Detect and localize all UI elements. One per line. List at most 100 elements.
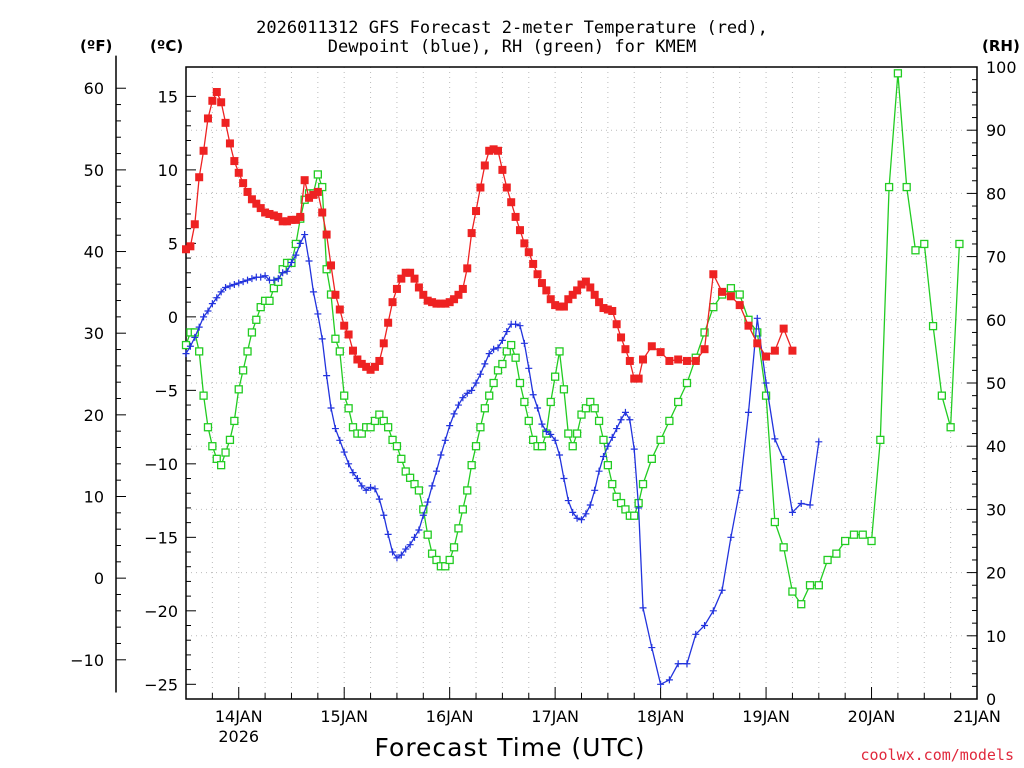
- temp-point: [608, 306, 617, 315]
- temp-point: [397, 274, 406, 283]
- rh-point: [753, 328, 762, 337]
- dewpoint-point: [318, 335, 326, 343]
- dewpoint-point: [309, 288, 317, 296]
- temp-point: [450, 295, 459, 304]
- dewpoint-point: [331, 425, 339, 433]
- celsius-tick-label: 15: [158, 87, 178, 106]
- dewpoint-point: [301, 231, 309, 239]
- rh-point: [876, 435, 885, 445]
- rh-point: [445, 555, 454, 565]
- dewpoint-point: [292, 251, 300, 259]
- dewpoint-point: [402, 545, 410, 553]
- dewpoint-point: [797, 500, 805, 508]
- temp-point: [296, 212, 305, 221]
- temp-point: [370, 362, 379, 371]
- dewpoint-point: [727, 533, 735, 541]
- dewpoint-point: [595, 467, 603, 475]
- rh-point: [432, 555, 441, 565]
- celsius-unit-label: (ºC): [150, 37, 184, 55]
- dewpoint-point: [397, 551, 405, 559]
- dewpoint-point: [358, 482, 366, 490]
- dewpoint-point: [701, 622, 709, 630]
- series-layer: [181, 69, 964, 688]
- temp-point: [208, 96, 217, 105]
- rh-point: [849, 530, 859, 539]
- dewpoint-point: [599, 452, 607, 460]
- rh-point: [616, 498, 626, 508]
- temp-point: [375, 356, 384, 365]
- rh-point: [920, 239, 929, 249]
- rh-point: [537, 442, 547, 451]
- rh-tick-label: 50: [986, 374, 1006, 393]
- rh-point: [454, 524, 463, 533]
- dewpoint-point: [239, 278, 247, 286]
- rh-point: [313, 170, 322, 179]
- temp-point: [331, 290, 340, 299]
- temp-point: [533, 270, 542, 279]
- temp-point: [564, 295, 573, 304]
- rh-point: [252, 315, 261, 324]
- temp-point: [239, 179, 248, 188]
- rh-point: [221, 448, 230, 457]
- dewpoint-point: [371, 485, 379, 493]
- dewpoint-line-group: [182, 231, 823, 688]
- dewpoint-point: [217, 288, 225, 296]
- rh-tick-label: 70: [986, 248, 1006, 267]
- temp-point: [199, 146, 208, 155]
- temp-point: [476, 183, 485, 192]
- dewpoint-point: [248, 275, 256, 283]
- rh-point: [893, 69, 903, 78]
- temp-point: [203, 114, 212, 123]
- dewpoint-point: [573, 514, 581, 522]
- dewpoint-point: [648, 644, 656, 652]
- rh-point: [414, 486, 424, 495]
- rh-point: [318, 182, 327, 192]
- temp-point: [379, 339, 388, 348]
- dewpoint-point: [806, 501, 814, 509]
- x-tick-label: 18JAN: [637, 707, 685, 726]
- temp-point: [230, 157, 239, 166]
- dewpoint-point: [367, 483, 375, 491]
- dewpoint-point: [529, 391, 537, 399]
- dewpoint-point: [437, 451, 445, 459]
- rh-point: [256, 303, 265, 312]
- rh-point: [366, 423, 375, 432]
- rh-point: [564, 429, 573, 438]
- rh-point: [770, 517, 780, 527]
- temp-point: [392, 284, 401, 293]
- temp-point: [625, 356, 634, 365]
- temp-point: [718, 287, 727, 296]
- dewpoint-point: [503, 328, 511, 336]
- rh-point: [265, 296, 274, 305]
- temp-point: [568, 290, 577, 299]
- dewpoint-point: [411, 533, 419, 541]
- credit-link[interactable]: coolwx.com/models: [860, 746, 1014, 764]
- x-tick-label: 15JAN: [320, 707, 368, 726]
- temp-point: [243, 187, 252, 196]
- rh-point: [181, 340, 191, 350]
- rh-point: [471, 442, 481, 451]
- dewpoint-point: [305, 257, 313, 265]
- rh-point: [199, 391, 208, 400]
- dewpoint-point: [235, 279, 243, 287]
- dewpoint-point: [314, 310, 322, 318]
- temp-point: [480, 161, 489, 170]
- temp-point: [581, 277, 590, 286]
- temp-point: [384, 318, 393, 327]
- temp-point: [327, 261, 336, 270]
- temp-point: [313, 187, 322, 196]
- dewpoint-point: [516, 322, 524, 330]
- fahrenheit-tick-label: 20: [84, 406, 104, 425]
- rh-point: [858, 530, 867, 539]
- fahrenheit-tick-label: 50: [84, 161, 104, 180]
- temp-point: [612, 320, 621, 329]
- dewpoint-point: [274, 275, 282, 283]
- temp-point: [520, 239, 529, 248]
- rh-point: [529, 435, 538, 445]
- rh-point: [946, 423, 955, 432]
- dewpoint-point: [393, 554, 401, 562]
- rh-point: [511, 353, 520, 362]
- rh-point: [458, 505, 468, 514]
- temp-point: [735, 301, 744, 310]
- dewpoint-point: [459, 394, 467, 402]
